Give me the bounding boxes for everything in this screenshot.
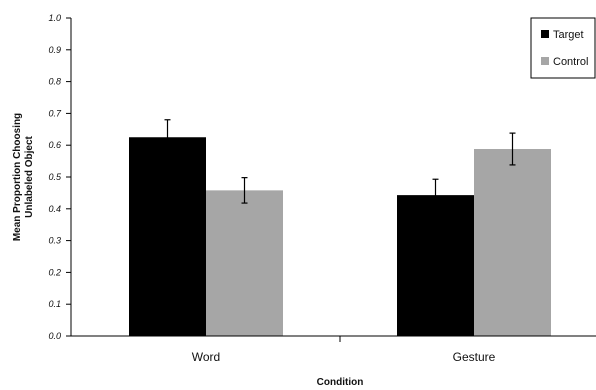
x-axis-title: Condition xyxy=(317,377,364,388)
legend: Target Control xyxy=(530,17,596,79)
legend-label-control: Control xyxy=(553,56,588,68)
y-axis-title: Mean Proportion Choosing Unlabeled Objec… xyxy=(12,113,35,241)
y-axis-title-line-2: Unlabeled Object xyxy=(24,135,35,217)
y-tick-label: 1.0 xyxy=(48,13,61,23)
legend-box xyxy=(530,17,596,79)
y-tick-label: 0.0 xyxy=(48,331,61,341)
error-bar-target-word xyxy=(164,119,171,156)
legend-swatch-control xyxy=(541,57,549,65)
y-tick-label: 0.8 xyxy=(48,77,61,87)
y-tick-label: 0.3 xyxy=(48,236,61,246)
y-tick-label: 0.5 xyxy=(48,172,62,182)
error-bars xyxy=(164,119,516,212)
error-bar-control-gesture xyxy=(509,132,516,166)
error-bar-target-gesture xyxy=(432,178,439,212)
y-axis-title-line-1: Mean Proportion Choosing xyxy=(12,113,23,241)
y-tick-label: 0.7 xyxy=(48,108,62,118)
bars xyxy=(129,137,551,336)
legend-swatch-target xyxy=(541,30,549,38)
legend-label-target: Target xyxy=(553,29,584,41)
y-tick-label: 0.2 xyxy=(48,267,61,277)
bar-control-gesture xyxy=(474,149,551,336)
category-label-word: Word xyxy=(192,350,220,364)
bar-control-word xyxy=(206,190,283,336)
bar-target-gesture xyxy=(397,195,474,336)
bar-target-word xyxy=(129,137,206,336)
y-tick-label: 0.4 xyxy=(48,204,61,214)
y-tick-label: 0.6 xyxy=(48,140,61,150)
category-label-gesture: Gesture xyxy=(453,350,496,364)
error-bar-control-word xyxy=(241,177,248,204)
y-tick-label: 0.9 xyxy=(48,45,61,55)
y-axis-ticks: 0.0 0.1 0.2 0.3 0.4 0.5 0.6 0.7 0.8 0.9 1.0 xyxy=(48,13,71,341)
y-tick-label: 0.1 xyxy=(48,299,61,309)
